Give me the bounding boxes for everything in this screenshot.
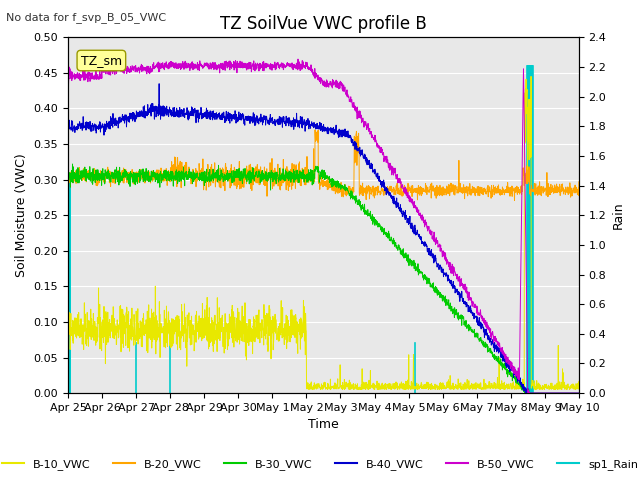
Y-axis label: Soil Moisture (VWC): Soil Moisture (VWC) bbox=[15, 153, 28, 277]
X-axis label: Time: Time bbox=[308, 419, 339, 432]
Text: No data for f_svp_B_05_VWC: No data for f_svp_B_05_VWC bbox=[6, 12, 166, 23]
Title: TZ SoilVue VWC profile B: TZ SoilVue VWC profile B bbox=[220, 15, 427, 33]
Legend: B-10_VWC, B-20_VWC, B-30_VWC, B-40_VWC, B-50_VWC, sp1_Rain: B-10_VWC, B-20_VWC, B-30_VWC, B-40_VWC, … bbox=[0, 455, 640, 474]
Text: TZ_sm: TZ_sm bbox=[81, 54, 122, 67]
Y-axis label: Rain: Rain bbox=[612, 202, 625, 229]
